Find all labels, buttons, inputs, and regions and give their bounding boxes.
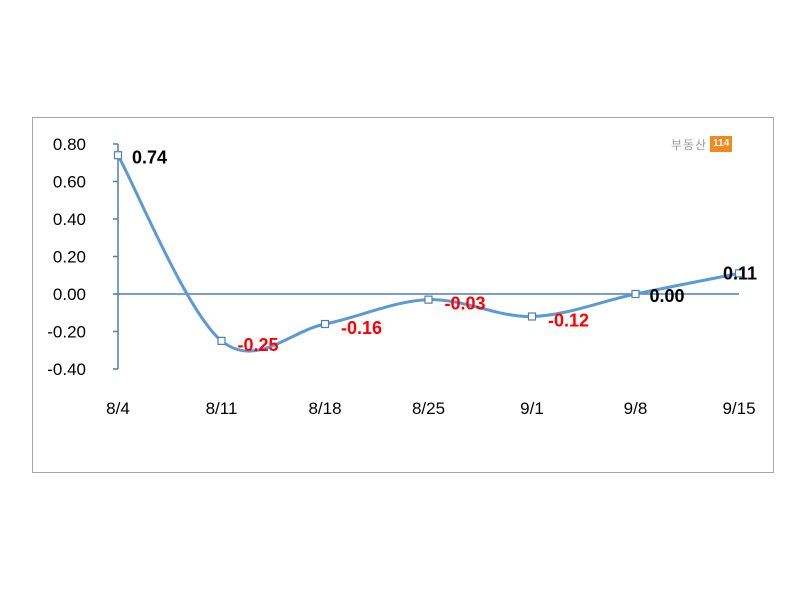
y-tick-label: 0.60 [53, 173, 86, 192]
data-point-marker [631, 289, 640, 299]
logo-text: 부동산 [671, 137, 708, 152]
y-tick-label: 0.20 [53, 248, 86, 267]
y-tick-label: 0.80 [53, 135, 86, 154]
data-label: 0.11 [723, 263, 757, 283]
x-tick-label: 8/25 [412, 399, 445, 418]
data-points [113, 151, 744, 345]
x-axis: 8/4 8/11 8/18 8/25 9/1 9/8 9/15 [106, 293, 756, 418]
data-point-marker [527, 312, 537, 321]
y-axis: 0.80 0.60 0.40 0.20 0.00 -0.20 -0.40 [47, 135, 119, 379]
y-tick-label: 0.00 [53, 285, 86, 304]
data-point-marker [113, 151, 123, 160]
data-label: -0.16 [341, 318, 382, 338]
x-tick-label: 8/18 [308, 399, 341, 418]
x-tick-label: 9/15 [722, 399, 755, 418]
data-point-marker [217, 336, 226, 345]
x-tick-label: 9/1 [520, 399, 544, 418]
series-path [116, 154, 740, 353]
data-label: -0.12 [548, 311, 589, 331]
logo-badge: 114 [710, 136, 733, 152]
data-point-marker [320, 319, 330, 329]
y-tick-label: 0.40 [53, 210, 86, 229]
data-label: -0.03 [445, 294, 486, 314]
data-label: 0.74 [132, 147, 167, 167]
data-point-marker [424, 295, 433, 304]
series-line [116, 154, 740, 353]
x-tick-label: 8/11 [206, 399, 238, 418]
x-tick-label: 8/4 [106, 399, 130, 418]
y-tick-label: -0.40 [47, 360, 86, 379]
data-label: 0.00 [650, 286, 685, 306]
brand-logo: 부동산 114 [671, 135, 733, 153]
data-labels: 0.74 -0.25 -0.16 -0.03 -0.12 0.00 0.11 [132, 147, 757, 355]
x-tick-label: 9/8 [624, 399, 648, 418]
data-point-marker [734, 269, 744, 278]
data-label: -0.25 [238, 335, 279, 355]
y-tick-label: -0.20 [47, 323, 86, 342]
chart-frame [32, 117, 774, 473]
